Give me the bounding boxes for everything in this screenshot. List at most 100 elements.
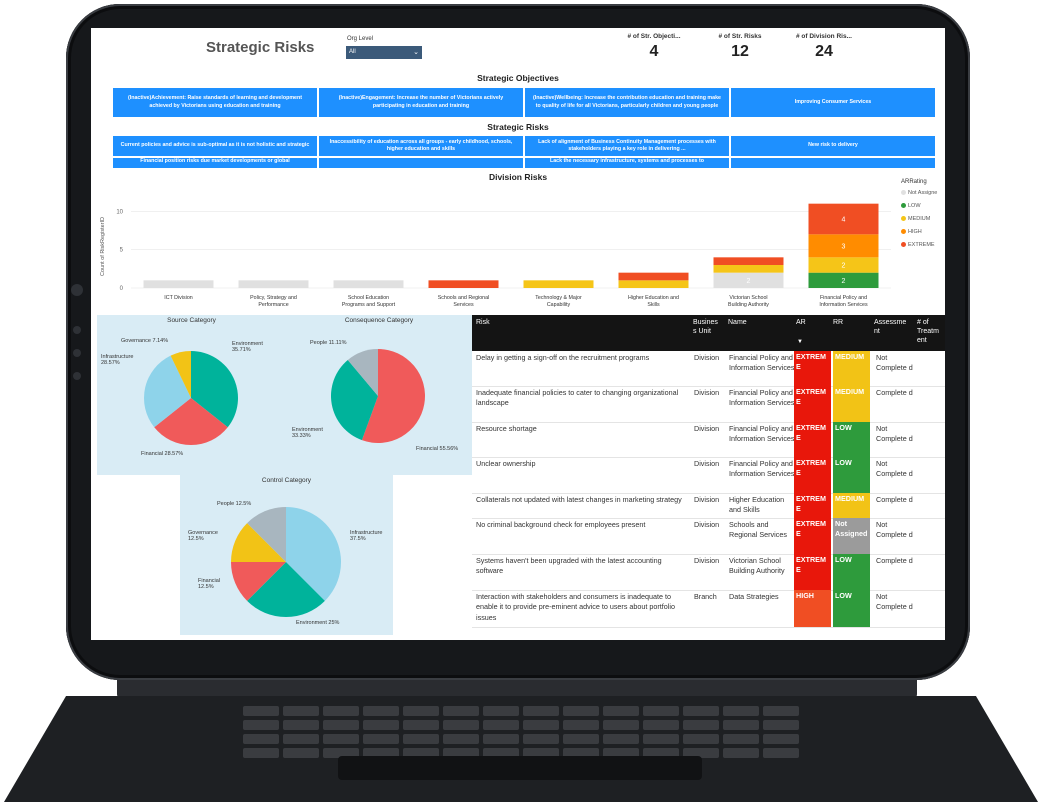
objective-card[interactable]: (Inactive)Wellbeing: Increase the contri… [525, 88, 729, 117]
table-row[interactable]: Delay in getting a sign-off on the recru… [472, 351, 945, 387]
str-risk-card[interactable]: Financial position risks due market deve… [113, 158, 317, 168]
data-label: 2 [842, 263, 846, 270]
keyboard-key [443, 720, 479, 730]
name-cell: Financial Policy and Information Service… [729, 459, 795, 479]
bar-segment [143, 280, 214, 288]
objective-card[interactable]: (Inactive)Engagement: Increase the numbe… [319, 88, 523, 117]
pie-slice [247, 507, 286, 562]
name-cell: Schools and Regional Services [729, 520, 787, 540]
bar-segment [333, 280, 404, 288]
table-row[interactable]: Inadequate financial policies to cater t… [472, 386, 945, 423]
keyboard-key [443, 734, 479, 744]
str-risk-card[interactable]: Inaccessibility of education across all … [319, 136, 523, 156]
legend-item[interactable]: LOW [901, 203, 921, 209]
legend-item[interactable]: EXTREME [901, 242, 935, 248]
name-cell: Data Strategies [729, 592, 779, 601]
str-risk-card[interactable] [731, 158, 935, 168]
division-risks-chart: Division Risks Count of RiskRegisterID 0 5 1… [91, 168, 945, 318]
legend-item[interactable]: Not Assigne [901, 190, 937, 196]
col-header-risk[interactable]: Risk [476, 319, 490, 326]
keyboard-key [723, 720, 759, 730]
keyboard-key [563, 720, 599, 730]
col-header-name[interactable]: Name [728, 319, 747, 326]
col-header-ar[interactable]: AR [796, 319, 806, 326]
bar-segment [808, 257, 879, 273]
unit-cell: Division [694, 353, 720, 362]
keyboard-key [643, 734, 679, 744]
bar-segment [808, 234, 879, 258]
unit-cell: Division [694, 520, 720, 529]
legend-title: ARRating [901, 179, 927, 185]
keyboard-key [323, 748, 359, 758]
legend-item[interactable]: HIGH [901, 229, 922, 235]
org-level-select[interactable]: All ⌄ [346, 46, 422, 59]
col-header-assessment[interactable]: Assessme nt [874, 319, 907, 336]
pie-slice [170, 351, 191, 398]
x-tick-label: Higher Education and [628, 295, 679, 301]
col-header-treatment[interactable]: # of Treatm ent [917, 319, 939, 345]
pie-label: Financial 55.56% [416, 446, 459, 452]
keyboard-key [403, 748, 439, 758]
bar-segment [713, 257, 784, 265]
keyboard-key [483, 706, 519, 716]
str-risk-card[interactable]: New risk to delivery [731, 136, 935, 156]
rr-rating-cell: LOW [833, 554, 870, 590]
risk-cell: Systems haven't been upgraded with the l… [476, 556, 662, 576]
legend-dot [901, 229, 906, 235]
keyboard [4, 696, 1038, 802]
legend-item[interactable]: MEDIUM [901, 216, 930, 222]
col-header-unit[interactable]: Busines s Unit [693, 319, 718, 336]
table-row[interactable]: Collaterals not updated with latest chan… [472, 493, 945, 519]
keyboard-key [563, 734, 599, 744]
str-risks-cards: Current policies and advice is sub-optim… [113, 136, 935, 156]
keyboard-key [683, 734, 719, 744]
table-row[interactable]: Interaction with stakeholders and consum… [472, 590, 945, 628]
keyboard-key [523, 706, 559, 716]
legend-label: Not Assigne [908, 190, 938, 196]
keyboard-key [283, 706, 319, 716]
table-row[interactable]: Resource shortage Division Financial Polic… [472, 422, 945, 458]
table-row[interactable]: Unclear ownership Division Financial Polic… [472, 457, 945, 494]
ar-rating-cell: EXTREM E [794, 351, 831, 386]
str-risk-card[interactable]: Lack of alignment of Business Continuity… [525, 136, 729, 156]
pie-label: Environment 25% [296, 620, 340, 626]
trackpad[interactable] [338, 756, 702, 780]
pie-label: People 12.5% [217, 501, 252, 507]
pie-slice [361, 349, 425, 443]
pie-label: Environment 33.33% [292, 427, 323, 439]
kpi-value: 24 [815, 43, 833, 60]
pie-slice [231, 562, 286, 601]
keyboard-key [603, 748, 639, 758]
sort-desc-icon[interactable]: ▼ [797, 339, 803, 345]
objective-card[interactable]: (Inactive)Achievement: Raise standards o… [113, 88, 317, 117]
rr-rating-cell: MEDIUM [833, 351, 870, 386]
str-risk-card[interactable] [319, 158, 523, 168]
ar-rating-cell: EXTREM E [794, 422, 831, 457]
col-header-rr[interactable]: RR [833, 319, 844, 326]
control-pie [231, 507, 341, 617]
table-header: Risk Busines s Unit Name AR ▼ RR Assessm… [472, 315, 945, 351]
objective-card[interactable]: Improving Consumer Services [731, 88, 935, 117]
kpi-label: # of Str. Risks [718, 33, 762, 40]
x-tick-label: Policy, Strategy and [250, 295, 297, 301]
bar-segment [618, 272, 689, 281]
kpi-str-risks: # of Str. Risks 12 [697, 33, 783, 61]
assessment-cell: Not Complete d [876, 424, 913, 444]
str-risk-card[interactable]: Lack the necessary infrastructure, syste… [525, 158, 729, 168]
dashboard-screen: Strategic Risks Org Level All ⌄ # of Str… [91, 28, 945, 640]
data-label: 3 [842, 243, 846, 250]
pie-slice [247, 562, 325, 617]
key-row [4, 734, 1038, 744]
risk-cell: Interaction with stakeholders and consum… [476, 592, 675, 622]
keyboard-key [323, 734, 359, 744]
bar-segment [523, 280, 594, 288]
side-dot [73, 326, 81, 334]
str-risk-card[interactable]: Current policies and advice is sub-optim… [113, 136, 317, 156]
pie-label: Environment 35.71% [232, 341, 263, 353]
x-tick-label: Skills [647, 302, 660, 308]
source-category-panel: Source Category Governance 7.14% Infrast… [97, 315, 286, 475]
table-row[interactable]: No criminal background check for employe… [472, 518, 945, 555]
table-row[interactable]: Systems haven't been upgraded with the l… [472, 554, 945, 591]
x-tick-label: Information Services [819, 302, 868, 308]
objectives-title: Strategic Objectives [477, 73, 559, 83]
